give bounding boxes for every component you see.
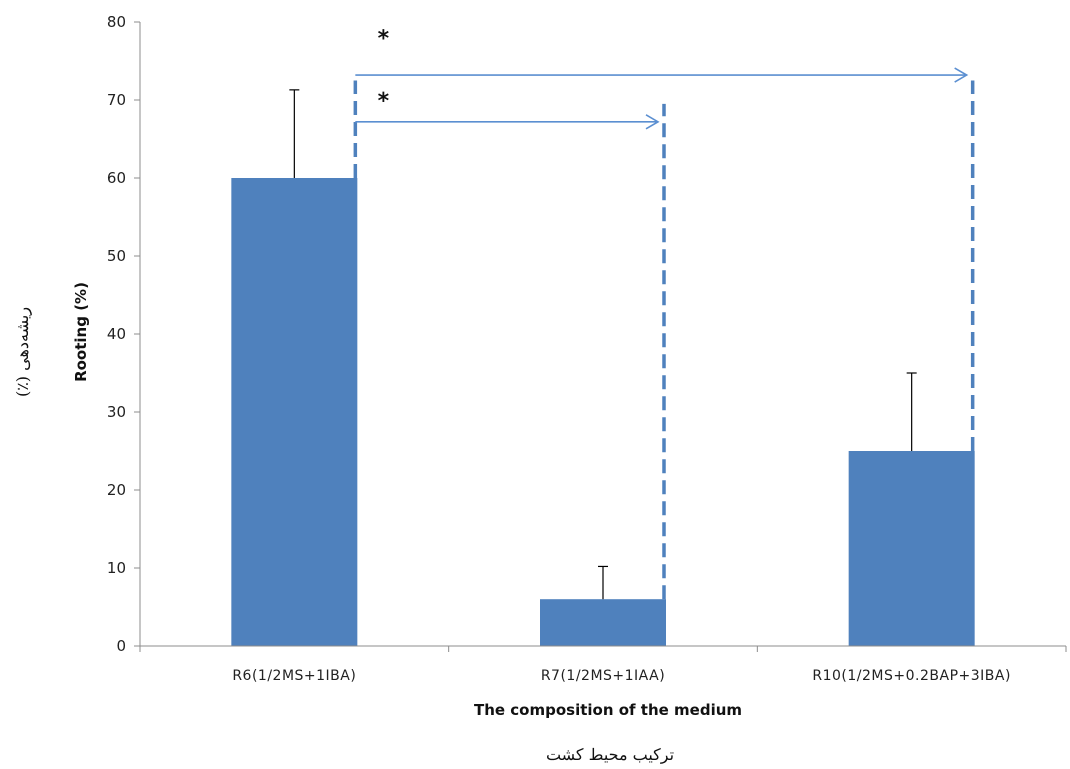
axes xyxy=(139,22,1067,652)
bar xyxy=(848,451,975,646)
significance-label: * xyxy=(378,89,390,114)
y-tick-label: 60 xyxy=(107,169,126,187)
y-tick-label: 0 xyxy=(116,637,126,655)
x-category-label: R7(1/2MS+1IAA) xyxy=(541,668,665,684)
x-axis-label-persian: ترکیب محیط کشت xyxy=(546,745,674,764)
y-axis-label-persian: ریشه‌دهی (٪) xyxy=(13,307,32,397)
y-tick-label: 10 xyxy=(107,559,126,577)
y-tick-label: 40 xyxy=(107,325,126,343)
y-tick-label: 70 xyxy=(107,91,126,109)
error-bars xyxy=(289,89,917,600)
y-axis-ticks: 0 10 20 30 40 50 60 70 80 xyxy=(107,13,140,655)
y-tick-label: 50 xyxy=(107,247,126,265)
x-category-label: R6(1/2MS+1IBA) xyxy=(232,668,356,684)
y-tick-label: 30 xyxy=(107,403,126,421)
y-axis-label: Rooting (%) xyxy=(72,282,90,382)
arrow-head xyxy=(954,67,969,83)
bar xyxy=(231,178,358,646)
y-tick-label: 20 xyxy=(107,481,126,499)
significance-label: * xyxy=(378,27,390,52)
arrow-head xyxy=(645,114,660,130)
x-axis-categories: R6(1/2MS+1IBA) R7(1/2MS+1IAA) R10(1/2MS+0.… xyxy=(232,668,1011,684)
comparison-arrows: ** xyxy=(355,27,969,130)
bar xyxy=(540,599,666,646)
y-tick-label: 80 xyxy=(107,13,126,31)
comparison-dashed-lines xyxy=(353,80,975,600)
x-category-label: R10(1/2MS+0.2BAP+3IBA) xyxy=(812,668,1011,684)
x-axis-label: The composition of the medium xyxy=(474,701,742,719)
bars xyxy=(231,178,975,646)
